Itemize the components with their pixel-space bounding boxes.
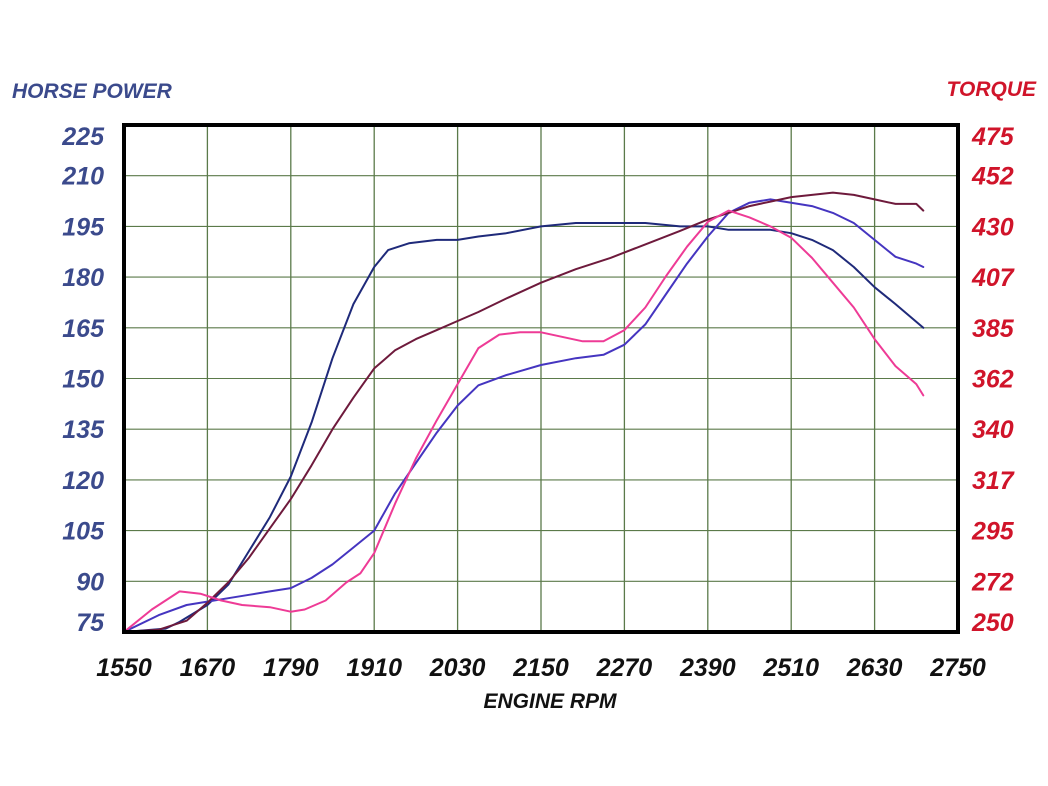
left-tick-label: 150 [62,366,104,394]
x-tick-label: 1670 [180,654,236,682]
right-tick-label: 317 [972,467,1015,495]
series-line-2 [123,198,925,633]
left-tick-label: 210 [61,163,104,191]
series-line-3 [123,191,925,633]
x-tick-label: 2390 [679,654,736,682]
x-tick-label: 1550 [96,654,152,682]
x-axis-title: ENGINE RPM [483,690,617,713]
right-tick-label: 430 [971,213,1014,241]
x-tick-label: 2030 [429,654,486,682]
left-tick-label: 120 [62,467,104,495]
right-tick-label: 385 [972,315,1015,343]
left-axis-title: HORSE POWER [12,80,173,103]
right-tick-label: 362 [972,366,1014,394]
series-line-4 [123,209,925,633]
plot-frame [122,123,960,634]
left-tick-label: 165 [62,315,105,343]
right-tick-label: 295 [971,518,1015,546]
x-tick-label: 1790 [263,654,319,682]
right-axis-title: TORQUE [947,78,1037,101]
x-tick-label: 2750 [929,654,986,682]
x-tick-label: 2510 [762,654,819,682]
right-tick-label: 475 [971,123,1015,151]
grid [124,125,958,632]
x-axis-ticks: 1550 1670 1790 1910 2030 2150 2270 2390 2510 2630… [96,654,986,682]
x-tick-label: 2150 [512,654,569,682]
right-tick-label: 272 [971,568,1014,596]
right-tick-label: 452 [971,163,1014,191]
x-tick-label: 2270 [596,654,653,682]
left-tick-label: 225 [61,123,105,151]
left-tick-label: 105 [62,518,105,546]
left-axis-ticks: 225 210 195 180 165 150 135 120 105 90 75 [61,123,105,637]
series-line-1 [123,222,925,633]
right-tick-label: 340 [972,416,1014,444]
left-tick-label: 195 [62,213,105,241]
right-tick-label: 407 [971,264,1015,292]
x-tick-label: 1910 [346,654,402,682]
right-axis-ticks: 475 452 430 407 385 362 340 317 295 272 250 [971,123,1015,637]
left-tick-label: 75 [76,609,105,637]
left-tick-label: 135 [62,416,105,444]
left-tick-label: 90 [76,568,104,596]
x-tick-label: 2630 [846,654,903,682]
left-tick-label: 180 [62,264,104,292]
right-tick-label: 250 [971,609,1014,637]
curves [123,191,925,633]
